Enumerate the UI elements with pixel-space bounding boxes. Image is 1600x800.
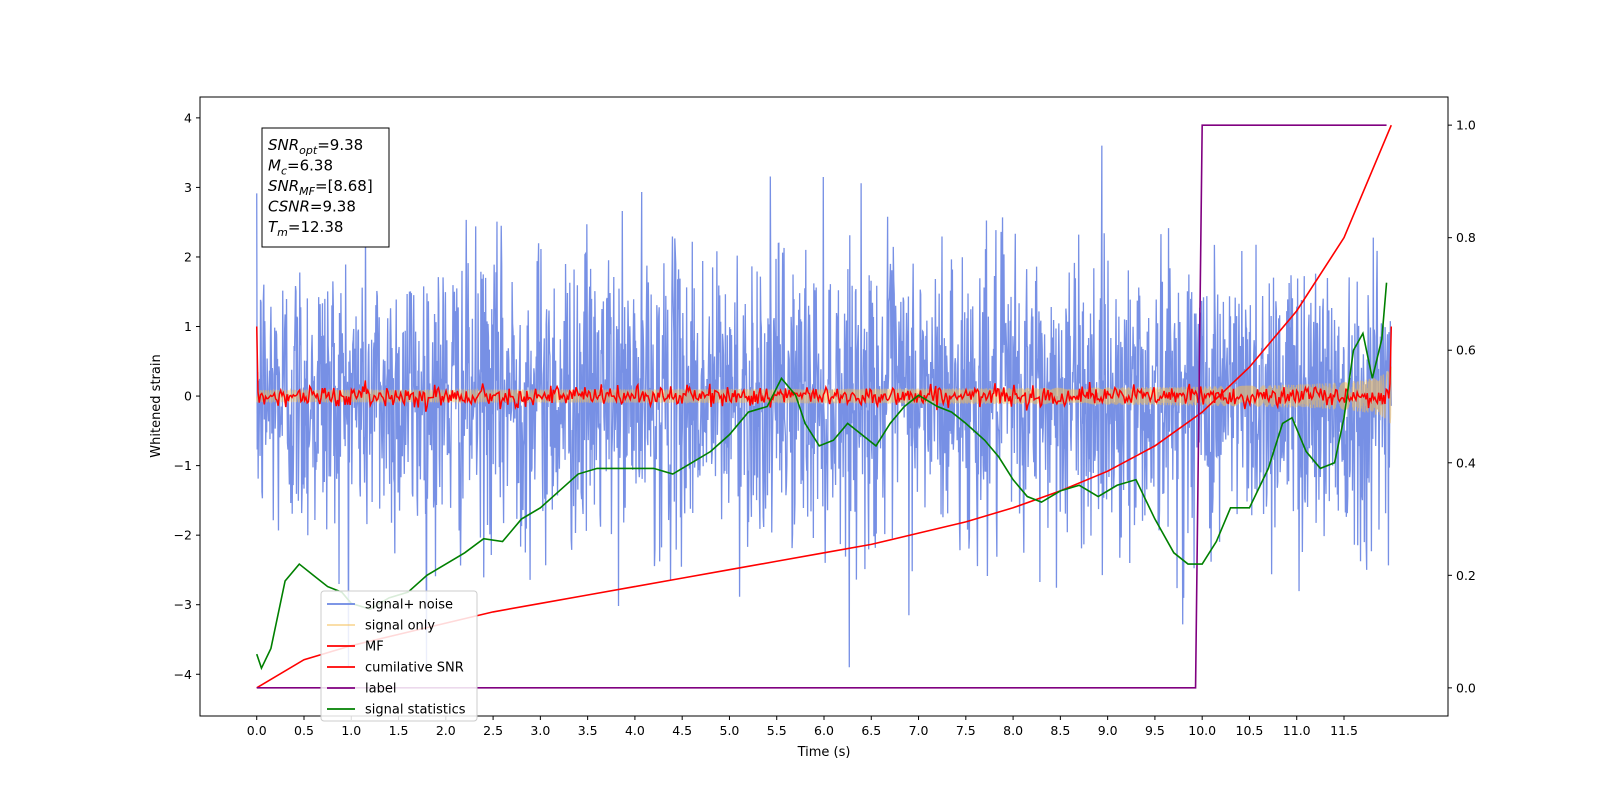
- x-tick-label: 6.0: [814, 723, 834, 738]
- annotation-line: SNRMF=[8.68]: [268, 177, 373, 198]
- y-tick-label: 0: [184, 389, 192, 404]
- x-tick-label: 4.0: [625, 723, 645, 738]
- annotation-line: SNRopt=9.38: [268, 136, 363, 157]
- x-tick-label: 3.0: [530, 723, 550, 738]
- x-tick-label: 6.5: [861, 723, 881, 738]
- legend-label: cumilative SNR: [365, 661, 464, 676]
- x-tick-label: 7.0: [909, 723, 929, 738]
- x-tick-label: 7.5: [956, 723, 976, 738]
- x-tick-label: 10.0: [1188, 723, 1216, 738]
- x-tick-label: 0.0: [247, 723, 267, 738]
- x-tick-label: 0.5: [294, 723, 314, 738]
- x-tick-label: 5.0: [720, 723, 740, 738]
- y-tick-label: 2: [184, 249, 192, 264]
- x-tick-label: 11.5: [1330, 723, 1358, 738]
- legend-label: label: [365, 682, 396, 697]
- x-tick-label: 2.0: [436, 723, 456, 738]
- y-tick-label: −1: [174, 458, 192, 473]
- x-axis: 0.0 0.5 1.0 1.5 2.0 2.5 3.0 3.5 4.0 4.5 5.0 5.5 6.0 6…: [247, 716, 1358, 738]
- annotation-frame: [261, 127, 390, 248]
- annotation-line: Mc=6.38: [268, 157, 333, 178]
- y-axis-left: −4 −3 −2 −1 0 1 2 3 4: [174, 110, 200, 682]
- x-tick-label: 1.5: [389, 723, 409, 738]
- x-tick-label: 5.5: [767, 723, 787, 738]
- series-signal-statistics-line: [255, 282, 1388, 671]
- legend-frame: [320, 590, 478, 722]
- y-tick-label: −2: [174, 528, 192, 543]
- y-tick-label: −4: [174, 667, 192, 682]
- x-tick-label: 3.5: [578, 723, 598, 738]
- legend-label: MF: [365, 640, 384, 655]
- legend: signal+ noise signal only MF cumilative SNR…: [320, 590, 478, 722]
- y-tick-label: 3: [184, 180, 192, 195]
- y2-tick-label: 0.6: [1456, 343, 1476, 358]
- x-tick-label: 1.0: [341, 723, 361, 738]
- series-signal-plus-noise-line: [256, 145, 1392, 668]
- annotation-line: CSNR=9.38: [268, 198, 356, 216]
- y2-tick-label: 0.2: [1456, 568, 1476, 583]
- legend-label: signal only: [365, 619, 435, 634]
- x-tick-label: 11.0: [1283, 723, 1311, 738]
- y2-tick-label: 0.0: [1456, 680, 1476, 695]
- series-mf-line: [255, 326, 1393, 412]
- y2-tick-label: 0.4: [1456, 455, 1476, 470]
- x-tick-label: 9.0: [1098, 723, 1118, 738]
- y-axis-right: 0.0 0.2 0.4 0.6 0.8 1.0: [1448, 118, 1476, 695]
- y-tick-label: 4: [184, 110, 192, 125]
- y-tick-label: 1: [184, 319, 192, 334]
- x-axis-label: Time (s): [797, 745, 851, 760]
- series-label-line: [256, 124, 1387, 689]
- x-tick-label: 8.0: [1003, 723, 1023, 738]
- x-tick-label: 9.5: [1145, 723, 1165, 738]
- y2-tick-label: 0.8: [1456, 230, 1476, 245]
- x-tick-label: 10.5: [1236, 723, 1264, 738]
- annotation-line: Tm=12.38: [268, 218, 343, 239]
- x-tick-label: 4.5: [672, 723, 692, 738]
- y-tick-label: −3: [174, 597, 192, 612]
- y2-tick-label: 1.0: [1456, 118, 1476, 133]
- legend-label: signal+ noise: [365, 598, 453, 613]
- x-tick-label: 8.5: [1050, 723, 1070, 738]
- y-axis-label: Whitened strain: [149, 354, 164, 457]
- x-tick-label: 2.5: [483, 723, 503, 738]
- legend-label: signal statistics: [365, 703, 466, 718]
